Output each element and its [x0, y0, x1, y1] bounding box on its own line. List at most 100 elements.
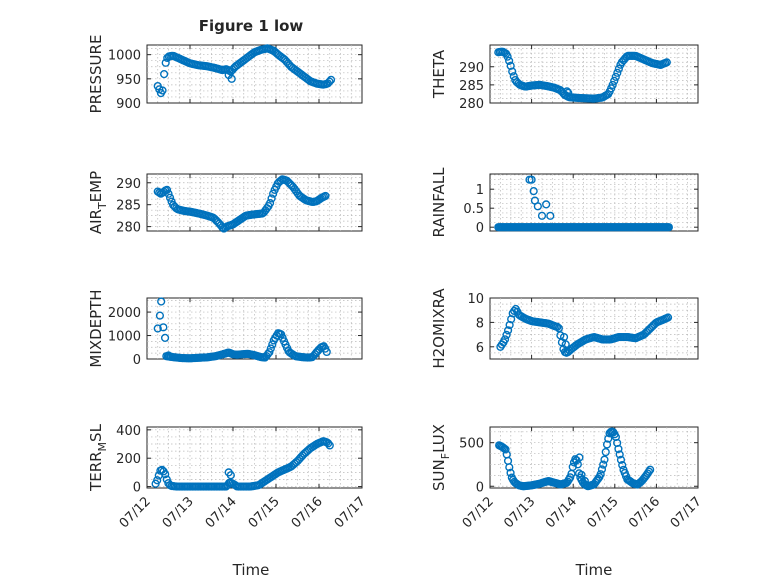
data-point	[160, 70, 169, 79]
data-point	[529, 187, 538, 196]
data-point	[325, 77, 334, 86]
data-point	[158, 86, 167, 95]
data-point	[599, 460, 608, 469]
data-point	[503, 326, 513, 335]
data-point	[663, 313, 673, 322]
data-point	[610, 76, 619, 85]
y-tick-label: 900	[116, 97, 141, 112]
data-point	[266, 344, 275, 353]
data-point	[161, 470, 170, 479]
y-tick-label: 400	[116, 424, 141, 439]
data-point	[577, 470, 586, 480]
data-point	[662, 58, 671, 67]
data-point	[596, 470, 605, 479]
y-tick-label: 0.5	[463, 202, 484, 217]
data-point	[503, 52, 512, 61]
data-point	[321, 191, 330, 201]
x-tick-label: 07/13	[160, 494, 197, 531]
subplot-air: 280 285 290 AIRTEMP	[87, 171, 363, 236]
x-tick-label: 07/17	[332, 494, 369, 531]
y-tick-label: 1	[476, 183, 484, 198]
data-point	[502, 330, 511, 339]
y-tick-label: 1000	[108, 330, 141, 345]
y-axis-label: TERRMSL	[87, 423, 109, 492]
y-axis-label: RAINFALL	[430, 167, 448, 238]
y-tick-label: 280	[116, 221, 141, 236]
data-point	[500, 335, 510, 344]
subplot-theta: 280 285 290 THETA	[430, 44, 699, 112]
y-axis-label: THETA	[430, 49, 448, 99]
x-tick-label: 07/17	[668, 494, 705, 531]
data-point	[166, 352, 175, 361]
y-tick-label: 290	[459, 61, 484, 76]
data-point	[542, 200, 551, 209]
data-point	[537, 211, 547, 220]
data-point	[157, 297, 166, 306]
data-point	[559, 332, 569, 342]
data-point	[269, 189, 278, 198]
data-point	[664, 223, 673, 232]
subplot-h2omixra: 6 8 10 H2OMIXRA	[430, 288, 699, 369]
data-point	[506, 468, 515, 477]
y-axis-label: AIRTEMP	[87, 171, 109, 234]
data-point	[614, 64, 623, 73]
data-point	[226, 471, 235, 480]
data-point	[160, 333, 170, 342]
data-point	[267, 194, 276, 203]
data-point	[159, 323, 168, 332]
data-point	[646, 465, 655, 474]
x-tick-label: 07/12	[117, 494, 154, 531]
x-tick-label: 07/12	[460, 494, 497, 531]
data-point	[155, 311, 165, 320]
y-axis-label: SUNFLUX	[430, 424, 452, 491]
data-point	[501, 445, 510, 454]
data-point	[580, 476, 589, 486]
data-point	[153, 476, 162, 485]
data-point	[644, 467, 653, 476]
data-point	[618, 461, 627, 470]
data-point	[601, 447, 610, 457]
x-axis-label-left: Time	[232, 561, 270, 579]
data-point	[505, 56, 514, 65]
data-point	[613, 68, 622, 77]
subplot-terr: 0 200 400 TERRMSL	[87, 423, 363, 496]
figure-title: Figure 1 low	[199, 17, 304, 35]
y-tick-label: 280	[459, 97, 484, 112]
data-point	[597, 465, 607, 474]
data-point	[575, 453, 584, 462]
data-point	[602, 440, 612, 449]
y-tick-label: 0	[133, 353, 141, 368]
y-tick-label: 2000	[108, 306, 141, 321]
data-point	[165, 193, 175, 202]
subplot-rainfall: 0 0.5 1 RAINFALL	[430, 167, 699, 238]
y-tick-label: 285	[459, 79, 484, 94]
y-axis-label: PRESSURE	[87, 35, 105, 114]
data-point	[324, 439, 333, 448]
y-tick-label: 0	[133, 481, 141, 496]
y-tick-label: 0	[476, 480, 484, 495]
data-point	[265, 348, 274, 357]
x-tick-label: 07/13	[501, 494, 538, 531]
data-point	[505, 463, 514, 472]
y-axis-label: H2OMIXRA	[430, 288, 448, 369]
data-point	[564, 88, 573, 97]
x-tick-label: 07/16	[626, 494, 663, 531]
x-axis-label-right: Time	[575, 561, 613, 579]
data-point	[161, 58, 170, 67]
y-tick-label: 6	[476, 341, 484, 356]
data-point	[326, 75, 336, 84]
data-point	[162, 185, 172, 194]
y-tick-label: 290	[116, 177, 141, 192]
data-point	[562, 87, 572, 96]
x-tick-label: 07/15	[246, 494, 283, 531]
data-point	[600, 455, 609, 464]
x-tick-label: 07/16	[289, 494, 326, 531]
y-tick-label: 1000	[108, 49, 141, 64]
data-point	[153, 324, 162, 333]
subplot-sun: 0 500 SUNFLUX	[430, 424, 699, 495]
y-tick-label: 500	[459, 437, 484, 452]
data-point	[265, 199, 275, 208]
